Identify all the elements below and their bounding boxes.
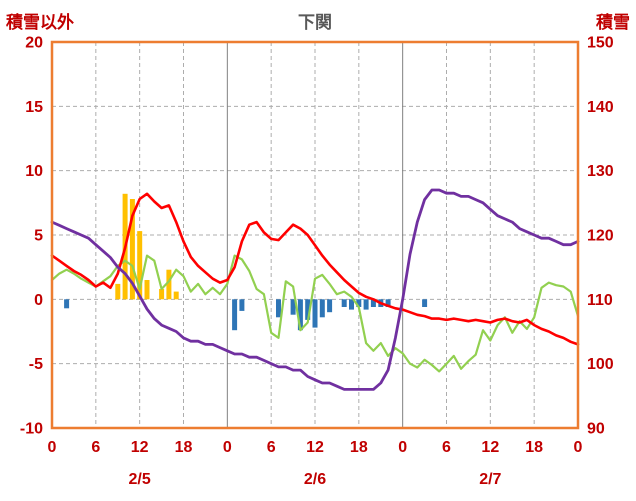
right-axis-tick-label: 110 (587, 292, 613, 309)
right-axis-tick-label: 130 (587, 163, 614, 180)
left-axis-tick-label: 15 (25, 99, 43, 116)
plot-border (50, 40, 580, 430)
date-label: 2/6 (304, 471, 326, 488)
red-series-line (50, 192, 580, 346)
left-axis-tick-label: -10 (20, 421, 43, 438)
blue-bars-bar (232, 299, 238, 331)
right-axis-tick-label: 90 (587, 421, 605, 438)
orange-bars-bar (166, 269, 172, 300)
x-axis-tick-label: 6 (91, 439, 100, 456)
x-axis-tick-label: 0 (48, 439, 57, 456)
x-axis-tick-label: 18 (350, 439, 368, 456)
x-axis-tick-label: 12 (306, 439, 324, 456)
chart-title: 下関 (298, 13, 332, 32)
blue-bars-bar (356, 299, 362, 307)
date-label: 2/7 (479, 471, 501, 488)
x-axis-tick-label: 0 (398, 439, 407, 456)
orange-bars-bar (159, 289, 165, 300)
blue-bars-bar (290, 299, 296, 315)
blue-bars-bar (305, 299, 311, 320)
blue-bars-bar (297, 299, 303, 331)
orange-bars-bar (115, 283, 121, 300)
left-axis-tick-label: 5 (34, 228, 43, 245)
left-axis-title: 積雪以外 (6, 13, 74, 32)
x-axis-tick-label: 6 (267, 439, 276, 456)
x-axis-tick-label: 12 (131, 439, 149, 456)
x-axis-tick-label: 18 (175, 439, 193, 456)
left-axis-tick-label: 20 (25, 35, 43, 52)
orange-bars-bar (129, 199, 135, 300)
blue-bars-bar (370, 299, 376, 307)
left-axis-tick-label: -5 (29, 356, 43, 373)
right-axis-title: 積雪 (596, 13, 630, 32)
blue-bars-bar (349, 299, 354, 310)
blue-bars-bar (312, 299, 318, 328)
blue-bars-bar (239, 299, 245, 311)
blue-bars-bar (341, 299, 347, 307)
x-axis-tick-label: 6 (442, 439, 451, 456)
green-series-line (50, 254, 580, 373)
blue-bars-bar (327, 299, 333, 313)
blue-bars-bar (385, 299, 391, 307)
orange-bars-bar (137, 231, 143, 300)
right-axis-tick-label: 140 (587, 99, 614, 116)
right-axis-tick-label: 150 (587, 35, 614, 52)
blue-bars-bar (276, 299, 281, 318)
x-axis-tick-label: 18 (525, 439, 543, 456)
left-axis-tick-label: 0 (34, 292, 43, 309)
x-axis-tick-label: 0 (574, 439, 583, 456)
x-axis-tick-label: 0 (223, 439, 232, 456)
blue-bars-bar (363, 299, 369, 310)
orange-bars-bar (173, 291, 179, 300)
left-axis-tick-label: 10 (25, 163, 43, 180)
right-axis-tick-label: 100 (587, 356, 614, 373)
right-axis-tick-label: 120 (587, 228, 614, 245)
x-axis-tick-label: 12 (481, 439, 499, 456)
blue-bars-bar (64, 299, 70, 309)
blue-bars-bar (319, 299, 325, 318)
date-label: 2/5 (129, 471, 151, 488)
blue-bars-bar (422, 299, 428, 307)
snow-depth-line (50, 188, 580, 391)
orange-bars-bar (144, 280, 150, 300)
